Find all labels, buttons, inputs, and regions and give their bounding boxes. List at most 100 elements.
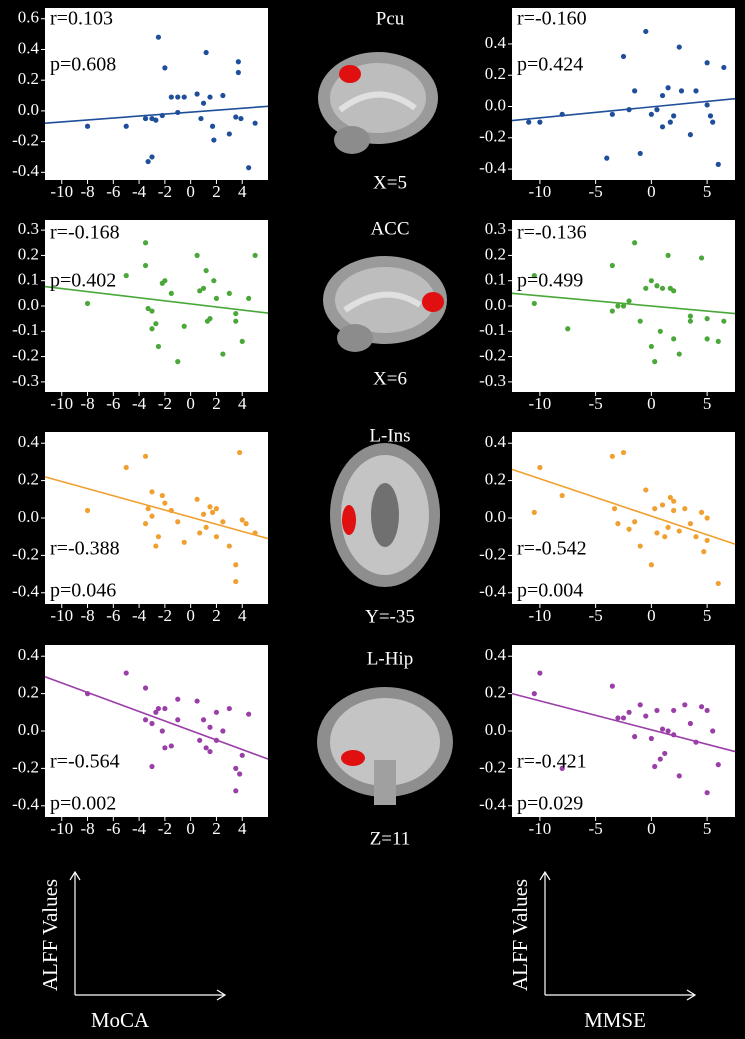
point [142, 240, 149, 246]
x-tick-label: 4 [238, 606, 247, 625]
point [693, 534, 699, 540]
point [159, 492, 165, 499]
point [667, 119, 673, 125]
point [687, 521, 694, 527]
point [209, 123, 216, 129]
point [84, 507, 91, 514]
point [200, 285, 207, 291]
y-tick-label: -0.3 [479, 371, 506, 390]
point [626, 526, 632, 532]
fit-line [44, 476, 269, 540]
point [220, 728, 226, 734]
y-tick-label: 0.2 [485, 64, 506, 83]
point [707, 113, 714, 119]
y-tick-label: 0.4 [18, 432, 40, 451]
point [123, 670, 129, 676]
point [203, 267, 209, 274]
point [652, 359, 658, 365]
point [175, 359, 181, 365]
point [226, 290, 232, 296]
y-tick-label: 0.1 [18, 270, 39, 289]
point [620, 53, 627, 60]
point [237, 771, 243, 777]
point [233, 765, 239, 771]
point [175, 94, 181, 100]
y-tick-label: -0.2 [12, 345, 39, 364]
point [239, 338, 245, 345]
point [632, 519, 638, 525]
point [142, 717, 149, 723]
x-tick-label: -4 [132, 182, 147, 201]
fit-line [44, 285, 269, 314]
y-tick-label: -0.2 [479, 345, 506, 364]
annotation: r=0.103 [50, 8, 113, 30]
point [149, 154, 155, 160]
y-tick-label: -0.2 [479, 127, 506, 146]
point [239, 752, 245, 758]
point [181, 323, 187, 329]
point [194, 496, 200, 502]
point [604, 155, 610, 161]
point [609, 453, 615, 459]
point [626, 298, 632, 304]
point [168, 743, 174, 749]
point [84, 123, 91, 129]
annotation: p=0.402 [50, 270, 116, 292]
point [710, 119, 716, 125]
y-tick-label: -0.4 [12, 795, 39, 814]
point [704, 537, 710, 544]
plot-area [45, 8, 268, 180]
y-tick-label: 0.4 [18, 645, 40, 664]
x-tick-label: 0 [647, 394, 656, 413]
point [559, 765, 565, 771]
x-tick-label: -2 [158, 606, 172, 625]
x-tick-label: 5 [703, 606, 712, 625]
point [659, 502, 666, 508]
point [246, 165, 252, 171]
point [203, 745, 209, 751]
point [194, 91, 200, 97]
point [145, 305, 151, 312]
y-tick-label: -0.4 [479, 158, 506, 177]
point [84, 300, 91, 307]
y-tick-label: 0.1 [485, 270, 506, 289]
point [237, 449, 243, 456]
point [615, 521, 621, 527]
point [526, 119, 532, 125]
point [676, 528, 682, 534]
x-tick-label: -10 [50, 182, 73, 201]
point [609, 111, 615, 117]
point [213, 506, 220, 512]
point [637, 318, 643, 324]
point [181, 94, 187, 100]
x-tick-label: -2 [158, 819, 172, 838]
point [123, 273, 129, 279]
annotation: p=0.499 [517, 270, 583, 292]
x-tick-label: -6 [106, 394, 120, 413]
x-tick-label: -8 [80, 182, 94, 201]
point [682, 702, 688, 708]
point [698, 509, 705, 515]
point [233, 562, 239, 568]
brain-coronal [317, 687, 453, 805]
y-tick-label: -0.2 [479, 544, 506, 563]
y-tick-label: -0.2 [479, 757, 506, 776]
fit-line [44, 676, 269, 760]
region-name: L-Ins [369, 425, 410, 446]
x-tick-label: 5 [703, 394, 712, 413]
point [565, 326, 571, 332]
brain-axial [330, 443, 440, 587]
x-tick-label: 0 [647, 819, 656, 838]
point [687, 313, 694, 319]
point [559, 492, 565, 499]
y-tick-label: -0.4 [12, 582, 39, 601]
point [657, 328, 663, 334]
point [715, 580, 721, 587]
y-tick-label: 0.3 [18, 219, 39, 238]
x-tick-label: -5 [589, 606, 603, 625]
region-coord: Y=-35 [365, 606, 415, 627]
y-tick-label: -0.2 [12, 131, 39, 150]
y-tick-label: 0.0 [485, 720, 506, 739]
point [693, 88, 699, 94]
region-coord: Z=11 [370, 828, 411, 849]
